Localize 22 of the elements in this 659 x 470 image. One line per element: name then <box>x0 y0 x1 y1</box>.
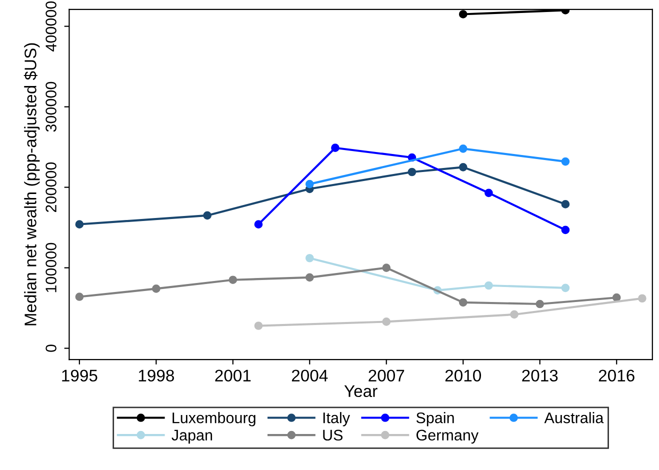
y-tick-label: 400000 <box>46 1 56 52</box>
legend-label: Luxembourg <box>172 412 256 426</box>
x-axis-title: Year <box>344 385 378 398</box>
y-tick-label: 100000 <box>46 242 56 292</box>
x-tick-label: 1995 <box>62 370 98 382</box>
x-tick-label: 2007 <box>368 370 404 382</box>
x-tick-label: 2013 <box>522 370 558 382</box>
y-axis-title: Median net wealth (ppp-adjusted $US) <box>24 43 40 326</box>
legend-label: Australia <box>544 412 604 424</box>
x-tick-label: 2016 <box>598 370 634 382</box>
legend-label: Germany <box>416 430 479 444</box>
y-tick-label: 300000 <box>46 82 56 132</box>
legend-label: US <box>323 430 343 441</box>
x-tick-label: 2004 <box>292 370 328 382</box>
y-tick-label: 200000 <box>46 162 56 212</box>
x-tick-label: 1998 <box>138 370 174 382</box>
x-tick-label: 2010 <box>445 370 482 382</box>
legend-label: Spain <box>416 412 454 426</box>
x-tick-label: 2001 <box>215 370 251 382</box>
legend-label: Italy <box>323 412 350 426</box>
legend-label: Japan <box>172 430 212 444</box>
y-tick-label: 0 <box>46 344 56 352</box>
